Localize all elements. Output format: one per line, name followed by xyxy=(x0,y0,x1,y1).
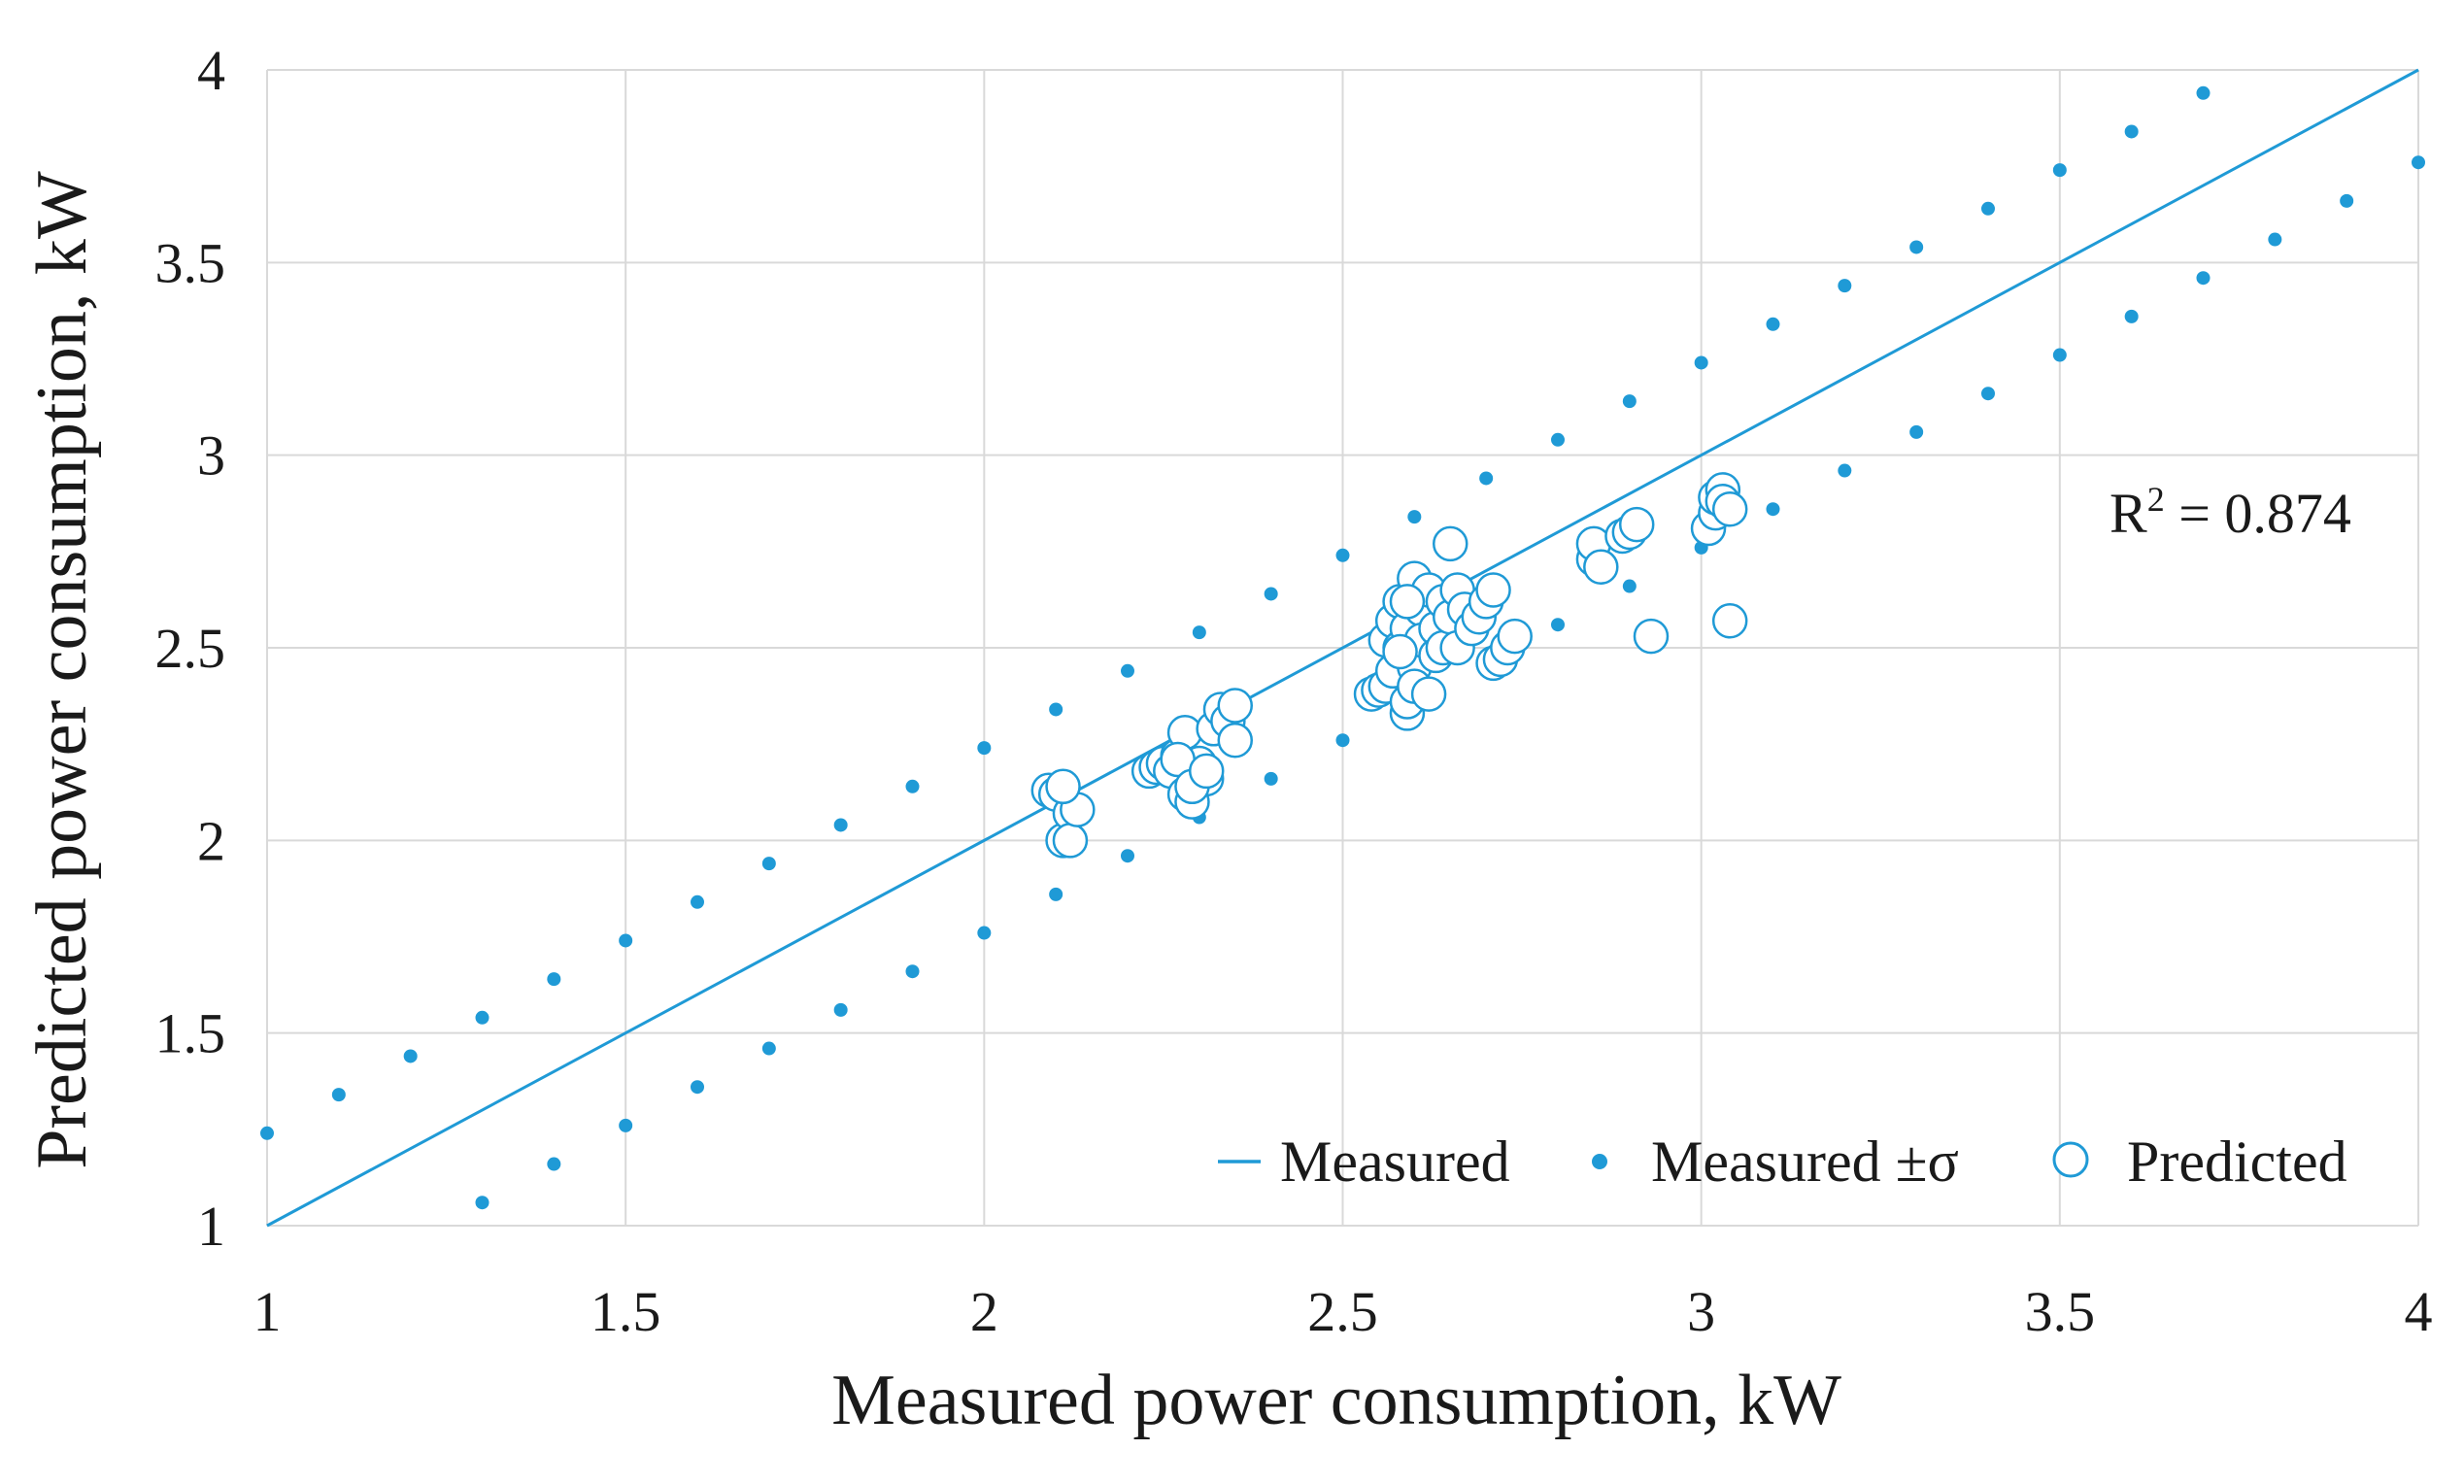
sigma-point xyxy=(2052,163,2067,178)
legend-label-measured: Measured xyxy=(1280,1130,1510,1194)
sigma-point xyxy=(761,1041,776,1056)
sigma-point xyxy=(1264,771,1278,786)
predicted-point xyxy=(1475,572,1511,608)
sigma-point xyxy=(1909,424,1924,439)
x-tick-label: 3 xyxy=(1687,1280,1715,1343)
y-axis-title: Predicted power consumption, kW xyxy=(22,171,102,1169)
sigma-point xyxy=(833,1002,848,1017)
x-tick-label: 1 xyxy=(253,1280,282,1343)
y-tick-label: 2.5 xyxy=(155,617,226,680)
y-tick-label: 2 xyxy=(197,809,225,872)
x-tick-label: 3.5 xyxy=(2025,1280,2096,1343)
predicted-point xyxy=(1711,602,1748,639)
tick-layer: 1 1.5 2 2.5 3 3.5 4 1 1.5 2 2.5 3 3.5 4 xyxy=(155,39,2433,1343)
sigma-point xyxy=(260,1126,274,1140)
sigma-point xyxy=(1838,279,1852,293)
predicted-point xyxy=(1633,618,1670,655)
sigma-point xyxy=(977,741,992,756)
predicted-point xyxy=(1583,549,1619,585)
predicted-point xyxy=(1188,753,1225,790)
predicted-point xyxy=(1433,525,1468,562)
sigma-point xyxy=(1981,201,1995,216)
sigma-point xyxy=(1049,702,1063,717)
predicted-point xyxy=(1052,823,1089,859)
predicted-point xyxy=(1382,633,1418,670)
x-tick-label: 2 xyxy=(970,1280,998,1343)
r-squared-annotation: R2 = 0.874 xyxy=(2110,480,2351,545)
sigma-point xyxy=(1551,432,1565,447)
sigma-point xyxy=(1551,618,1565,632)
predicted-point xyxy=(1389,584,1426,620)
y-tick-label: 1.5 xyxy=(155,1002,226,1065)
sigma-point xyxy=(475,1196,489,1210)
predicted-point xyxy=(1497,618,1533,655)
sigma-point xyxy=(403,1049,418,1063)
y-tick-label: 3 xyxy=(197,424,225,488)
sigma-point xyxy=(331,1088,346,1102)
sigma-point xyxy=(977,926,992,940)
sigma-point xyxy=(547,972,561,987)
y-tick-label: 3.5 xyxy=(155,231,226,294)
x-axis-title: Measured power consumption, kW xyxy=(831,1361,1841,1440)
sigma-point xyxy=(2340,193,2354,208)
sigma-point xyxy=(761,857,776,871)
predicted-point xyxy=(1618,506,1655,543)
sigma-point xyxy=(1192,625,1206,640)
sigma-point xyxy=(1121,663,1134,678)
sigma-point xyxy=(691,894,704,909)
sigma-point xyxy=(619,1118,633,1132)
y-tick-label: 1 xyxy=(197,1195,225,1258)
sigma-point xyxy=(691,1080,704,1095)
sigma-point xyxy=(905,964,920,979)
sigma-point xyxy=(1335,548,1350,562)
sigma-point xyxy=(1766,502,1780,517)
sigma-point xyxy=(2196,85,2211,100)
x-tick-label: 1.5 xyxy=(591,1280,661,1343)
predicted-point xyxy=(1045,768,1081,805)
measured-line-layer xyxy=(266,68,2419,1228)
predicted-point xyxy=(1217,722,1253,759)
sigma-point xyxy=(1479,471,1494,486)
predicted-point xyxy=(1217,688,1253,724)
sigma-point xyxy=(619,933,633,948)
sigma-point xyxy=(1264,587,1278,601)
sigma-point xyxy=(547,1157,561,1171)
sigma-point xyxy=(2052,348,2067,362)
y-tick-label: 4 xyxy=(197,39,225,102)
x-tick-label: 4 xyxy=(2405,1280,2433,1343)
sigma-point xyxy=(2124,309,2139,323)
sigma-point xyxy=(1121,849,1134,863)
measured-line xyxy=(266,68,2419,1228)
sigma-point xyxy=(2412,155,2425,170)
sigma-point xyxy=(1622,579,1637,593)
sigma-point xyxy=(1694,355,1708,370)
sigma-point xyxy=(1766,317,1780,331)
sigma-point xyxy=(1838,463,1852,478)
sigma-point xyxy=(2196,271,2211,286)
x-tick-label: 2.5 xyxy=(1307,1280,1378,1343)
sigma-point xyxy=(1049,887,1063,901)
sigma-point xyxy=(1909,240,1924,254)
sigma-point xyxy=(1335,733,1350,748)
predicted-layer xyxy=(1030,472,1748,859)
sigma-point xyxy=(833,818,848,832)
sigma-point xyxy=(905,779,920,793)
legend-label-predicted: Predicted xyxy=(2127,1130,2347,1194)
legend-dot-marker xyxy=(1592,1154,1607,1169)
sigma-point xyxy=(2268,232,2282,247)
sigma-point xyxy=(475,1010,489,1025)
sigma-point xyxy=(2124,124,2139,139)
legend: Measured Measured ±σ Predicted xyxy=(1218,1130,2347,1194)
legend-label-measured-sigma: Measured ±σ xyxy=(1651,1130,1959,1194)
predicted-point xyxy=(1711,490,1748,527)
sigma-point xyxy=(1407,510,1422,524)
sigma-point xyxy=(1981,387,1995,401)
legend-open-circle-marker xyxy=(2052,1141,2089,1178)
sigma-point xyxy=(1622,394,1637,409)
predicted-point xyxy=(1410,676,1447,712)
